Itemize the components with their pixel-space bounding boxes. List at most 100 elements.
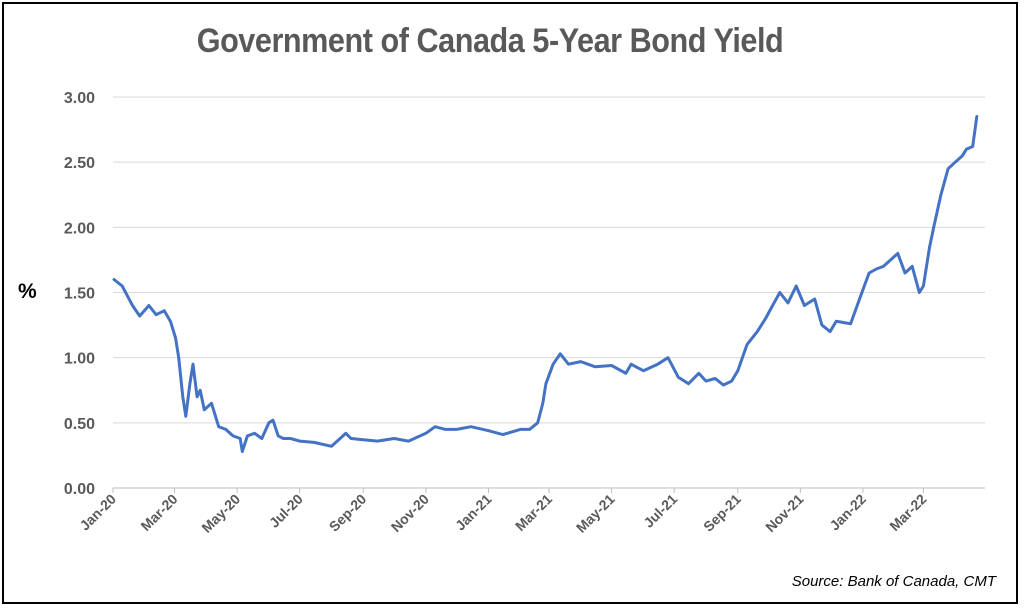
x-tick-label: Sep-21 [700, 491, 744, 535]
data-point [961, 155, 963, 157]
data-point [795, 285, 797, 287]
data-point [113, 279, 115, 280]
x-tick-label: Jan-22 [826, 491, 869, 534]
data-point [731, 380, 733, 382]
data-point [282, 438, 284, 439]
x-tick-label: May-20 [198, 491, 243, 536]
data-point [299, 440, 301, 442]
data-point [954, 161, 956, 163]
x-tick-label: Mar-21 [512, 491, 555, 534]
data-point [393, 438, 395, 439]
data-point [169, 320, 171, 322]
data-point [821, 324, 823, 326]
y-axis-label: % [18, 280, 37, 303]
x-tick-label: Nov-21 [762, 491, 806, 535]
data-point [408, 440, 409, 442]
y-tick-label: 3.00 [64, 90, 95, 107]
data-point [552, 363, 554, 365]
data-point [642, 370, 644, 372]
data-point [803, 305, 805, 306]
data-point [933, 226, 935, 228]
series-group [112, 115, 979, 453]
data-point [625, 372, 627, 374]
data-point [657, 363, 659, 365]
x-tick-label: Sep-20 [326, 491, 370, 535]
data-point [559, 353, 561, 355]
data-point [835, 320, 837, 322]
data-point [542, 402, 544, 404]
data-point [434, 426, 436, 428]
data-point [444, 428, 446, 430]
data-point [677, 376, 679, 378]
data-point [611, 365, 613, 366]
y-tick-label: 2.00 [64, 220, 95, 237]
data-point [529, 428, 530, 430]
data-point [779, 292, 781, 293]
data-point [211, 402, 212, 404]
data-point [277, 435, 279, 437]
data-point [192, 363, 194, 365]
data-point [814, 298, 816, 300]
data-point [746, 344, 748, 346]
data-point [842, 322, 844, 323]
data-point [850, 323, 852, 325]
y-tick-label: 1.00 [64, 351, 95, 368]
data-point [976, 116, 978, 117]
data-point [502, 434, 504, 436]
data-point [698, 372, 700, 374]
data-point [929, 246, 931, 248]
y-tick-label: 0.00 [64, 481, 95, 498]
data-point [705, 380, 707, 382]
data-point [377, 440, 379, 442]
data-point [890, 259, 892, 261]
data-point [737, 370, 739, 372]
data-point [519, 428, 521, 430]
data-point [290, 438, 291, 439]
data-point [313, 441, 315, 443]
data-point [175, 337, 177, 339]
x-tick-label: Jan-21 [452, 491, 495, 534]
data-point [630, 363, 632, 365]
data-point [904, 272, 906, 274]
data-point [272, 419, 274, 421]
data-point [425, 432, 427, 434]
data-point [911, 265, 913, 267]
data-point [239, 438, 241, 439]
data-point [246, 435, 248, 437]
data-point [232, 435, 234, 437]
data-point [254, 432, 256, 434]
data-point [225, 428, 227, 430]
data-point [667, 357, 669, 359]
data-point [787, 302, 789, 304]
data-point [947, 168, 949, 170]
data-point [882, 265, 884, 267]
data-point [829, 331, 831, 333]
gridlines [113, 96, 985, 489]
data-point [350, 438, 352, 439]
y-tick-label: 2.50 [64, 155, 95, 172]
data-point [940, 194, 942, 196]
data-point [688, 383, 689, 385]
data-point [189, 383, 191, 385]
x-tick-labels: Jan-20 Mar-20 May-20 Jul-20 Sep-20 Nov-20 Jan-… [76, 488, 930, 536]
data-point [875, 268, 877, 270]
y-tick-labels: 0.00 0.50 1.00 1.50 2.00 2.50 3.00 [64, 90, 95, 498]
data-point [178, 357, 180, 359]
data-point [594, 366, 596, 368]
y-tick-label: 0.50 [64, 416, 95, 433]
x-tick-label: Jul-21 [640, 491, 680, 531]
data-point [148, 305, 150, 306]
data-point [155, 314, 157, 316]
x-tick-label: Nov-20 [388, 491, 432, 535]
data-point [772, 305, 774, 306]
data-point [868, 272, 870, 274]
x-tick-label: Jul-20 [266, 491, 306, 531]
data-point [261, 438, 263, 439]
source-note: Source: Bank of Canada, CMT [791, 573, 996, 590]
data-point [132, 305, 133, 306]
data-point [163, 310, 165, 312]
chart-frame [2, 2, 1018, 604]
y-tick-label: 1.50 [64, 286, 95, 303]
data-point [456, 428, 458, 430]
